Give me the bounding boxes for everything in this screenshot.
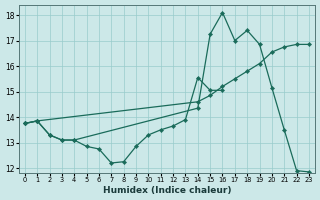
X-axis label: Humidex (Indice chaleur): Humidex (Indice chaleur) xyxy=(103,186,231,195)
